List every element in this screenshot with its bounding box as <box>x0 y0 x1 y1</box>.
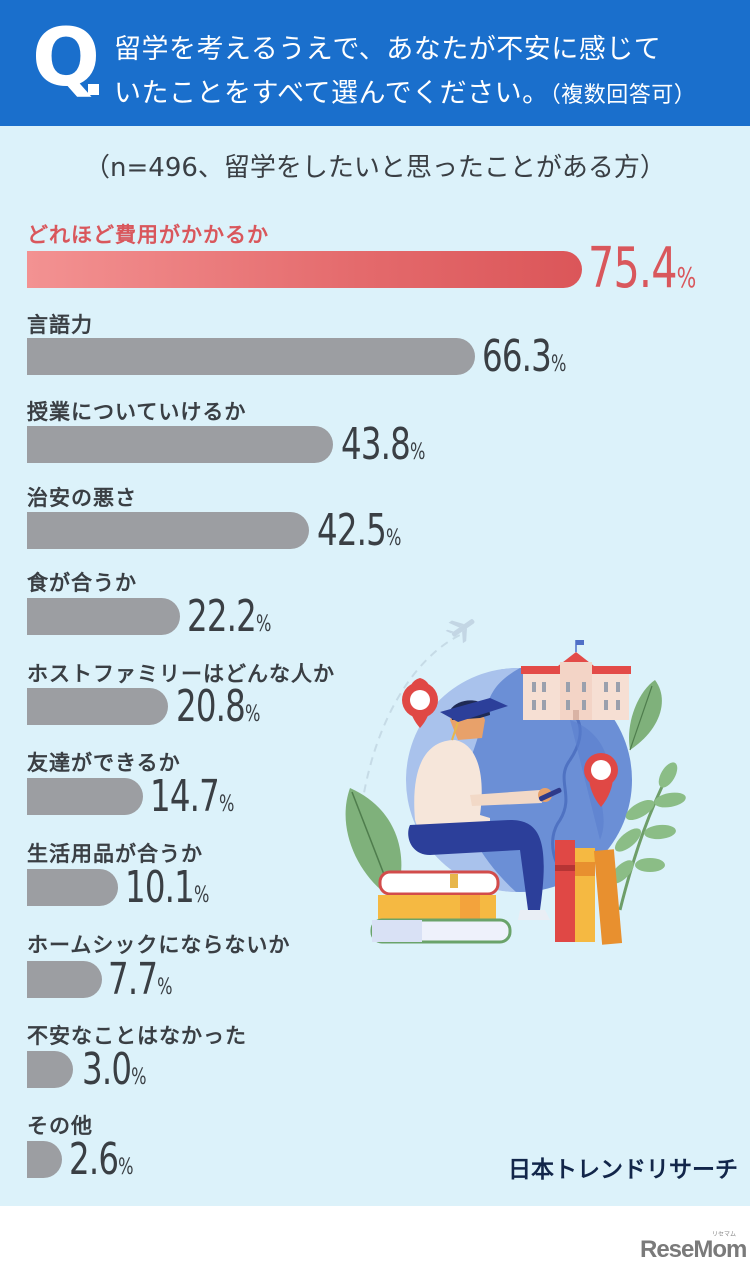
value-number: 75.4 <box>588 236 677 301</box>
value-label: 3.0% <box>82 1048 147 1100</box>
bar <box>27 426 333 463</box>
row-label: その他 <box>27 1114 93 1138</box>
value-number: 22.2 <box>187 591 257 642</box>
value-unit: % <box>409 440 426 465</box>
question-text: 留学を考えるうえで、あなたが不安に感じて いたことをすべて選んでください。（複数… <box>114 28 744 118</box>
value-unit: % <box>193 883 210 908</box>
value-number: 43.8 <box>341 419 411 470</box>
value-label: 66.3% <box>482 335 566 387</box>
value-number: 3.0 <box>82 1044 132 1095</box>
source-logo-ruby: リセマム <box>712 1231 737 1238</box>
school-building-icon <box>521 640 631 720</box>
brand-logo: 日本トレンドリサーチ <box>508 1157 738 1183</box>
q-letter: Q <box>32 11 100 104</box>
bar <box>27 512 309 549</box>
row-label: 治安の悪さ <box>27 486 137 510</box>
value-number: 14.7 <box>150 771 220 822</box>
value-unit: % <box>218 792 235 817</box>
question-note: （複数回答可） <box>549 83 697 108</box>
question-header: Q 留学を考えるうえで、あなたが不安に感じて いたことをすべて選んでください。（… <box>0 0 750 126</box>
row-label: 友達ができるか <box>27 751 181 775</box>
value-label: 2.6% <box>69 1138 134 1190</box>
row-label: ホームシックにならないか <box>27 933 291 957</box>
map-pin-icon <box>584 753 618 807</box>
row-label: 授業についていけるか <box>27 400 247 424</box>
question-line-1: 留学を考えるうえで、あなたが不安に感じて <box>114 34 662 65</box>
value-number: 66.3 <box>482 331 552 382</box>
bar <box>27 1051 73 1088</box>
airplane-icon <box>445 619 475 644</box>
sample-note: （n=496、留学をしたいと思ったことがある方） <box>84 153 666 183</box>
value-unit: % <box>131 1065 147 1090</box>
bar <box>27 1141 62 1178</box>
source-logo: ReseMom <box>640 1236 747 1263</box>
value-label: 7.7% <box>108 958 173 1010</box>
value-label: 22.2% <box>187 595 271 647</box>
value-number: 20.8 <box>176 681 246 732</box>
question-line-2-text: いたことをすべて選んでください。 <box>114 78 550 109</box>
flight-path-icon <box>359 634 461 821</box>
bar <box>27 598 180 635</box>
study-abroad-illustration <box>345 619 686 945</box>
value-label: 14.7% <box>150 775 234 827</box>
plant-icon <box>610 762 686 911</box>
row-label: 言語力 <box>27 313 93 337</box>
bar <box>27 338 475 375</box>
bar <box>27 961 102 998</box>
row-label: 生活用品が合うか <box>27 842 203 866</box>
row-label: どれほど費用がかかるか <box>27 223 269 247</box>
value-label: 42.5% <box>317 509 401 561</box>
value-number: 7.7 <box>108 954 158 1005</box>
question-line-2: いたことをすべて選んでください。（複数回答可） <box>114 72 744 118</box>
value-unit: % <box>676 261 697 294</box>
value-label: 20.8% <box>176 685 260 737</box>
bar <box>27 869 118 906</box>
plant-icon <box>629 680 662 751</box>
value-label: 10.1% <box>125 866 209 918</box>
row-label: 不安なことはなかった <box>27 1024 247 1048</box>
value-unit: % <box>385 526 402 551</box>
books-icon <box>370 840 623 945</box>
value-unit: % <box>550 352 567 377</box>
map-pin-icon <box>402 678 438 728</box>
value-unit: % <box>255 612 272 637</box>
q-dot <box>88 84 99 95</box>
value-label: 75.4% <box>588 241 696 306</box>
student-icon <box>408 698 562 920</box>
bar <box>27 688 168 725</box>
row-label: 食が合うか <box>27 571 137 595</box>
value-unit: % <box>118 1155 134 1180</box>
value-unit: % <box>244 702 261 727</box>
bar-highlight <box>27 251 582 288</box>
value-unit: % <box>157 975 173 1000</box>
bar <box>27 778 143 815</box>
row-label: ホストファミリーはどんな人か <box>27 662 335 686</box>
value-number: 10.1 <box>125 862 195 913</box>
value-number: 2.6 <box>69 1134 119 1185</box>
value-label: 43.8% <box>341 423 425 475</box>
value-number: 42.5 <box>317 505 387 556</box>
